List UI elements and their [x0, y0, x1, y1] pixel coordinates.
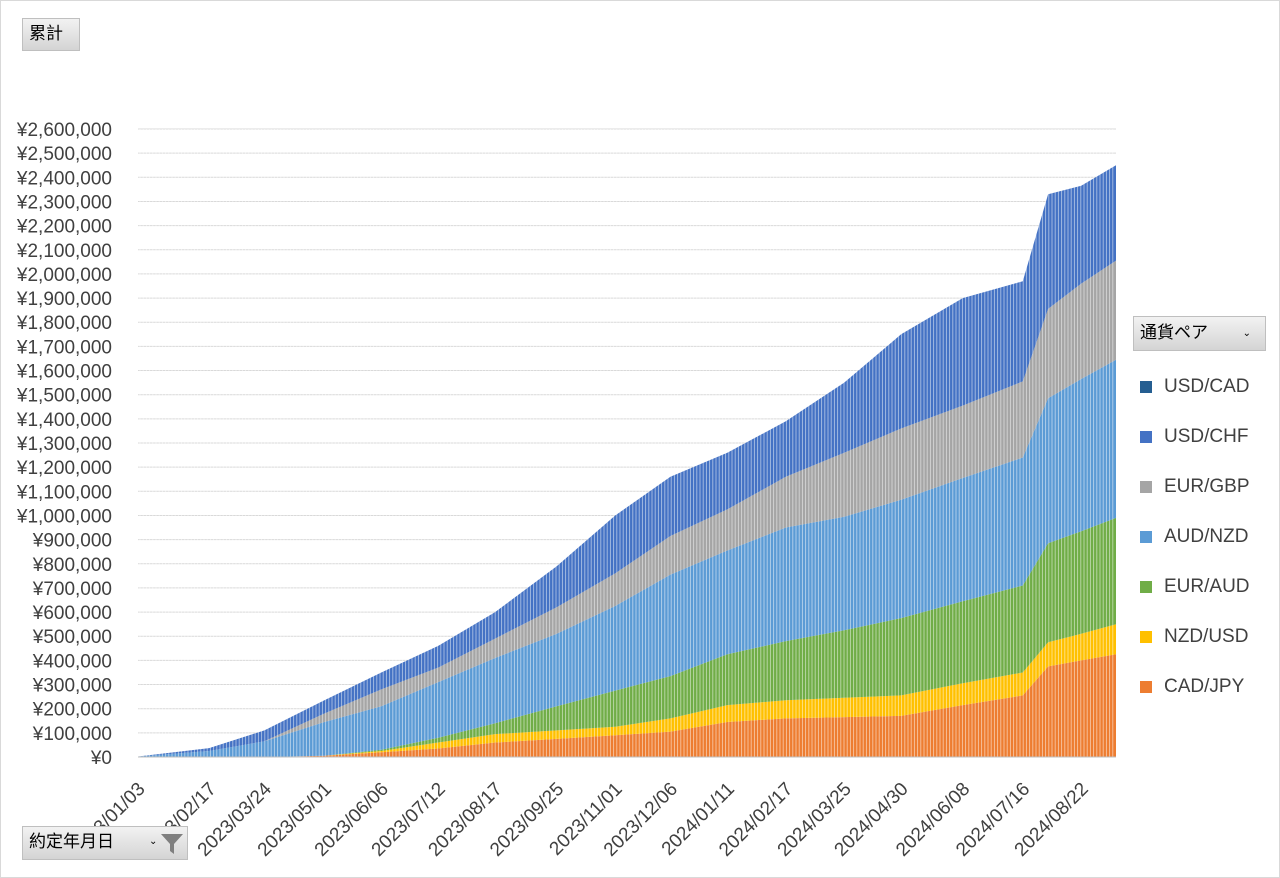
y-tick-label: ¥300,000 — [32, 676, 112, 697]
axis-field-label: 約定年月日 — [29, 832, 114, 852]
y-tick-label: ¥1,600,000 — [16, 362, 112, 383]
legend-label: NZD/USD — [1164, 626, 1249, 647]
y-tick-label: ¥2,300,000 — [16, 192, 112, 213]
area-cad-jpy — [138, 654, 1116, 757]
y-tick-label: ¥2,400,000 — [16, 168, 112, 189]
legend-swatch — [1140, 681, 1152, 693]
legend-swatch — [1140, 381, 1152, 393]
legend-item: EUR/GBP — [1140, 462, 1250, 512]
legend-item: EUR/AUD — [1140, 562, 1250, 612]
y-tick-label: ¥0 — [90, 748, 112, 769]
y-tick-label: ¥1,700,000 — [16, 337, 112, 358]
y-tick-label: ¥100,000 — [32, 724, 112, 745]
y-tick-label: ¥2,100,000 — [16, 241, 112, 262]
legend-swatch — [1140, 581, 1152, 593]
y-tick-label: ¥1,000,000 — [16, 506, 112, 527]
dropdown-arrow-icon[interactable]: ⌄ — [149, 836, 158, 847]
dropdown-arrow-icon[interactable]: ⌄ — [1242, 328, 1251, 339]
legend: USD/CAD USD/CHF EUR/GBP AUD/NZD EUR/AUD NZD/U… — [1140, 362, 1250, 712]
legend-label: AUD/NZD — [1164, 526, 1249, 547]
legend-swatch — [1140, 481, 1152, 493]
y-tick-label: ¥2,000,000 — [16, 265, 112, 286]
y-tick-label: ¥1,400,000 — [16, 410, 112, 431]
legend-label: USD/CAD — [1164, 376, 1250, 397]
y-tick-label: ¥1,800,000 — [16, 313, 112, 334]
bar-separators — [139, 129, 1114, 757]
legend-item: AUD/NZD — [1140, 512, 1250, 562]
y-tick-label: ¥1,200,000 — [16, 458, 112, 479]
legend-swatch — [1140, 531, 1152, 543]
y-tick-label: ¥2,600,000 — [16, 120, 112, 141]
y-tick-label: ¥900,000 — [32, 531, 112, 552]
legend-swatch — [1140, 431, 1152, 443]
legend-item: USD/CAD — [1140, 362, 1250, 412]
y-tick-label: ¥1,300,000 — [16, 434, 112, 455]
y-tick-label: ¥1,900,000 — [16, 289, 112, 310]
legend-field-button[interactable]: 通貨ペア ⌄ — [1133, 316, 1266, 351]
legend-label: EUR/GBP — [1164, 476, 1250, 497]
stacked-areas — [138, 165, 1116, 757]
y-tick-label: ¥600,000 — [32, 603, 112, 624]
legend-label: USD/CHF — [1164, 426, 1249, 447]
y-tick-label: ¥400,000 — [32, 651, 112, 672]
area-nzd-usd — [138, 624, 1116, 757]
legend-item: CAD/JPY — [1140, 662, 1250, 712]
axis-field-button[interactable]: 約定年月日 ⌄ — [22, 826, 188, 860]
y-tick-label: ¥700,000 — [32, 579, 112, 600]
legend-item: NZD/USD — [1140, 612, 1250, 662]
legend-field-label: 通貨ペア — [1140, 323, 1208, 343]
y-tick-label: ¥1,500,000 — [16, 386, 112, 407]
x-axis: 2023/01/032023/02/172023/03/242023/05/01… — [67, 756, 1116, 861]
y-tick-label: ¥1,100,000 — [16, 482, 112, 503]
value-field-button[interactable]: 累計 — [22, 18, 80, 51]
filter-icon[interactable] — [159, 831, 185, 857]
legend-swatch — [1140, 631, 1152, 643]
y-tick-label: ¥2,500,000 — [16, 144, 112, 165]
y-tick-label: ¥500,000 — [32, 627, 112, 648]
legend-item: USD/CHF — [1140, 412, 1250, 462]
legend-label: EUR/AUD — [1164, 576, 1250, 597]
y-axis: ¥0 ¥100,000 ¥200,000 ¥300,000 ¥400,000 ¥500,0… — [16, 120, 112, 769]
value-field-label: 累計 — [29, 24, 63, 44]
y-tick-label: ¥2,200,000 — [16, 217, 112, 238]
y-tick-label: ¥200,000 — [32, 700, 112, 721]
y-tick-label: ¥800,000 — [32, 555, 112, 576]
column-stripes — [139, 129, 1114, 757]
legend-label: CAD/JPY — [1164, 676, 1245, 697]
